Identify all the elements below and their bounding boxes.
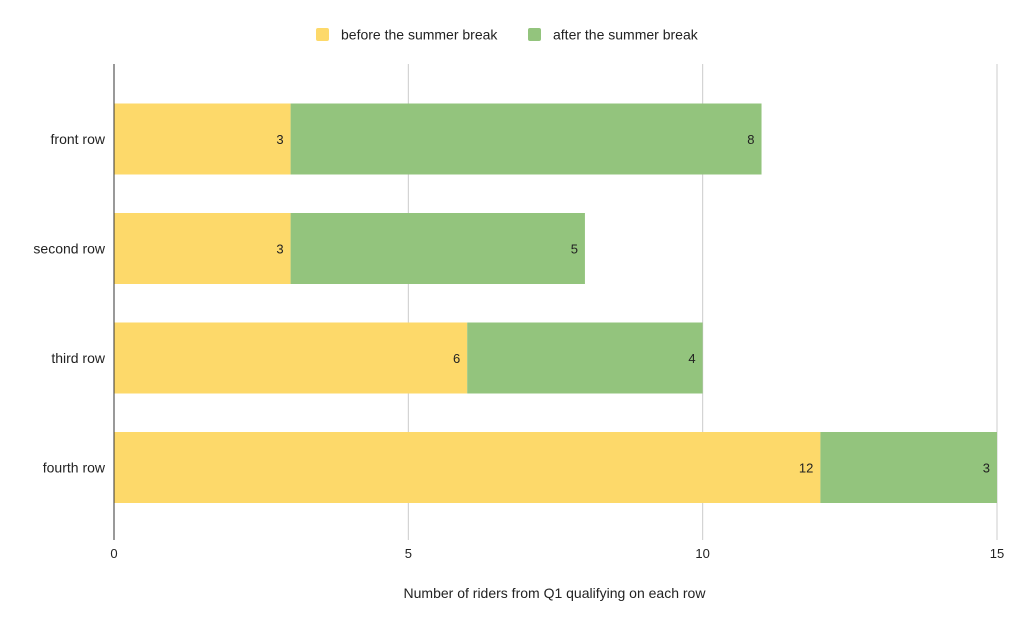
bar-before-1 <box>114 213 291 284</box>
x-tick-label-3: 15 <box>990 546 1004 561</box>
legend-label-after: after the summer break <box>553 27 699 43</box>
bars: 3 8 3 5 6 4 12 3 <box>114 103 997 503</box>
data-label-after-1: 5 <box>571 242 578 257</box>
bar-before-0 <box>114 103 291 175</box>
category-label-1: second row <box>33 241 105 257</box>
data-label-before-2: 6 <box>453 351 460 366</box>
category-label-0: front row <box>51 131 106 147</box>
x-tick-label-1: 5 <box>405 546 412 561</box>
x-axis-title: Number of riders from Q1 qualifying on e… <box>404 585 707 601</box>
category-label-2: third row <box>51 350 106 366</box>
bar-after-0 <box>290 103 762 175</box>
x-tick-label-2: 10 <box>695 546 709 561</box>
bar-after-1 <box>290 213 585 284</box>
legend-swatch-after <box>528 28 541 41</box>
data-label-after-2: 4 <box>688 351 695 366</box>
data-label-after-3: 3 <box>983 461 990 476</box>
x-tick-label-0: 0 <box>110 546 117 561</box>
data-label-after-0: 8 <box>747 132 754 147</box>
category-labels: front row second row third row fourth row <box>33 131 105 476</box>
legend-label-before: before the summer break <box>341 27 498 43</box>
bar-before-2 <box>114 322 468 394</box>
category-label-3: fourth row <box>43 460 106 476</box>
data-label-before-0: 3 <box>276 132 283 147</box>
legend: before the summer break after the summer … <box>316 27 699 43</box>
data-label-before-1: 3 <box>276 242 283 257</box>
bar-after-3 <box>820 432 997 503</box>
legend-swatch-before <box>316 28 329 41</box>
x-axis-ticks: 0 5 10 15 <box>110 546 1004 561</box>
data-label-before-3: 12 <box>799 461 813 476</box>
bar-before-3 <box>114 432 821 503</box>
bar-after-2 <box>467 322 703 394</box>
